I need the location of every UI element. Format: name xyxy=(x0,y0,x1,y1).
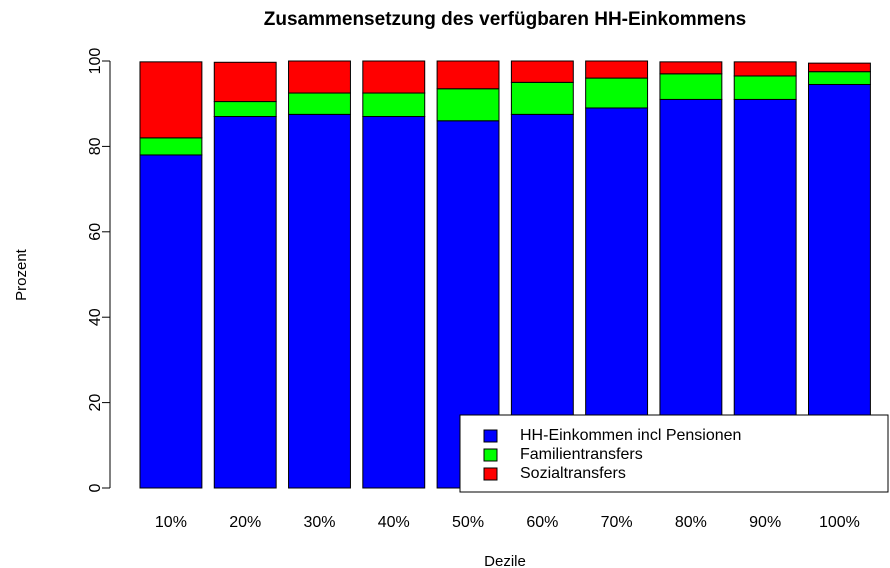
bar-segment xyxy=(362,60,426,94)
bar-segment xyxy=(436,88,500,122)
y-tick-label: 40 xyxy=(87,308,104,326)
x-tick-label: 70% xyxy=(601,514,633,531)
x-tick-label: 20% xyxy=(229,514,261,531)
y-tick-label: 80 xyxy=(87,137,104,155)
x-tick-label: 100% xyxy=(819,514,860,531)
y-tick-label: 60 xyxy=(87,223,104,241)
bar-segment xyxy=(213,101,277,118)
legend-swatch xyxy=(483,467,498,481)
legend-label: Sozialtransfers xyxy=(520,465,626,482)
bar-segment xyxy=(808,71,871,85)
bar-segment xyxy=(659,73,723,100)
x-tick-label: 40% xyxy=(378,514,410,531)
bar-segment xyxy=(436,60,500,90)
bar-segment xyxy=(213,61,277,103)
y-axis-label: Prozent xyxy=(13,248,30,301)
bar-segment xyxy=(139,137,203,156)
bar-segment xyxy=(362,116,426,489)
x-tick-label: 10% xyxy=(155,514,187,531)
y-tick-label: 20 xyxy=(87,394,104,412)
y-tick-label: 100 xyxy=(87,48,104,75)
bar-segment xyxy=(585,77,649,109)
bar-segment xyxy=(733,61,797,77)
x-tick-label: 50% xyxy=(452,514,484,531)
bar-segment xyxy=(733,75,797,100)
x-axis-label: Dezile xyxy=(484,553,526,568)
legend-label: HH-Einkommen incl Pensionen xyxy=(520,427,741,444)
x-tick-label: 90% xyxy=(749,514,781,531)
legend-swatch xyxy=(483,448,498,462)
bar-segment xyxy=(288,60,351,94)
bar-segment xyxy=(808,62,871,73)
bar-segment xyxy=(585,60,649,79)
bar-segment xyxy=(139,154,203,489)
x-tick-label: 80% xyxy=(675,514,707,531)
bar-segment xyxy=(510,60,574,83)
bar-segment xyxy=(659,61,723,75)
legend-label: Familientransfers xyxy=(520,446,643,463)
legend-box xyxy=(459,414,889,493)
bar-segment xyxy=(213,116,277,489)
legend-swatch xyxy=(483,429,498,443)
x-tick-label: 30% xyxy=(303,514,335,531)
bar-segment xyxy=(139,61,203,139)
bar-segment xyxy=(362,92,426,118)
bar-segment xyxy=(288,92,351,115)
chart-title: Zusammensetzung des verfügbaren HH-Einko… xyxy=(264,9,747,30)
bar-segment xyxy=(510,81,574,115)
y-tick-label: 0 xyxy=(87,483,104,492)
bar-segment xyxy=(288,113,351,489)
x-tick-label: 60% xyxy=(526,514,558,531)
